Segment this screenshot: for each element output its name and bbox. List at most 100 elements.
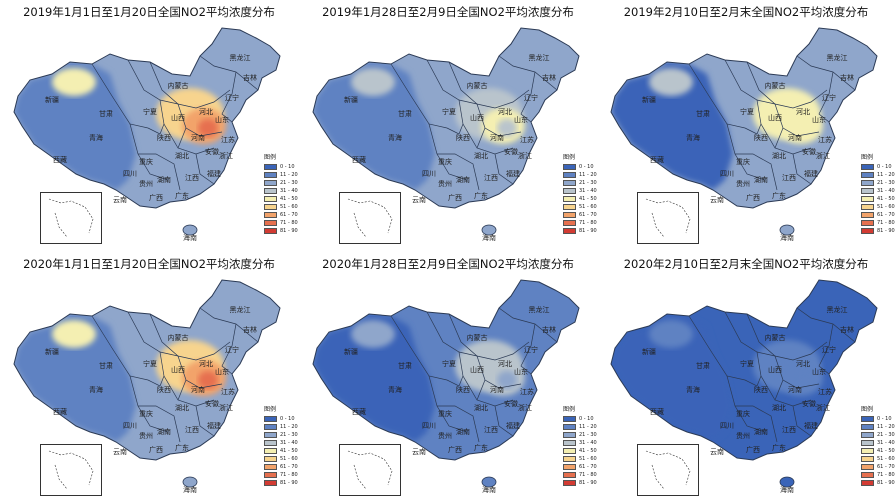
province-label: 山东 [215, 115, 229, 124]
province-label: 山西 [470, 113, 484, 122]
legend-swatch [861, 188, 874, 194]
province-label: 山东 [215, 367, 229, 376]
province-label: 江苏 [818, 135, 832, 144]
legend-entry: 71 - 80 [563, 219, 597, 227]
legend-entry: 71 - 80 [861, 471, 895, 479]
province-label: 福建 [207, 169, 221, 178]
province-label: 海南 [780, 485, 794, 494]
province-label: 宁夏 [740, 107, 754, 116]
province-label: 福建 [804, 421, 818, 430]
province-border [221, 71, 237, 123]
province-label: 广西 [448, 445, 462, 454]
province-label: 湖南 [754, 427, 768, 436]
province-label: 广西 [746, 193, 760, 202]
province-border [476, 355, 522, 389]
south-china-sea-inset [40, 444, 102, 496]
legend-label: 41 - 50 [877, 448, 895, 454]
province-border [494, 405, 514, 437]
province-label: 广东 [772, 191, 786, 200]
province-border [774, 379, 784, 401]
province-label: 西藏 [650, 155, 664, 164]
legend-entry: 51 - 60 [264, 455, 298, 463]
legend-label: 0 - 10 [877, 164, 892, 170]
province-label: 河北 [199, 360, 213, 368]
province-border [426, 59, 478, 105]
province-label: 湖南 [157, 427, 171, 436]
legend-label: 0 - 10 [280, 164, 295, 170]
province-border [195, 405, 215, 437]
legend-entry: 41 - 50 [861, 195, 895, 203]
legend-entry: 41 - 50 [264, 447, 298, 455]
south-china-sea-inset [339, 444, 401, 496]
legend-entry: 81 - 90 [861, 227, 895, 235]
legend-entry: 21 - 30 [861, 431, 895, 439]
province-border [91, 315, 149, 381]
legend-swatch [861, 228, 874, 234]
panel-title: 2020年2月10日至2月末全国NO2平均浓度分布 [623, 257, 869, 271]
legend-entry: 31 - 40 [563, 187, 597, 195]
legend-title: 图例 [563, 406, 576, 413]
province-label: 广西 [149, 445, 163, 454]
province-label: 云南 [113, 195, 127, 204]
province-border [818, 323, 834, 375]
province-label: 福建 [207, 421, 221, 430]
province-label: 福建 [506, 421, 520, 430]
province-label: 四川 [422, 170, 436, 178]
legend-label: 0 - 10 [877, 416, 892, 422]
map-panel-2: 新疆 西藏 青海 甘肃 内蒙古 黑龙江 吉林 辽宁 四川 云南 广西 广东 湖南 江西 湖北 河南 山东 山西 陕西… [299, 0, 597, 252]
province-label: 江西 [185, 426, 199, 434]
legend-entry: 81 - 90 [264, 479, 298, 487]
province-label: 青海 [388, 133, 402, 142]
province-label: 安徽 [504, 399, 518, 408]
province-label: 宁夏 [442, 359, 456, 368]
concentration-hotspot [497, 119, 517, 137]
legend-label: 81 - 90 [579, 480, 597, 486]
province-label: 辽宁 [822, 93, 836, 102]
province-label: 山西 [768, 113, 782, 122]
province-border [688, 315, 746, 381]
province-border [428, 123, 468, 181]
legend-swatch [563, 440, 576, 446]
province-border [476, 103, 522, 137]
province-label: 安徽 [504, 147, 518, 156]
province-label: 陕西 [754, 385, 768, 394]
country-outline [312, 279, 580, 461]
legend-swatch [563, 432, 576, 438]
province-label: 海南 [780, 233, 794, 242]
legend-entry: 0 - 10 [563, 415, 597, 423]
western-region-shade [14, 62, 136, 190]
legend-swatch [264, 188, 277, 194]
legend-label: 61 - 70 [877, 464, 895, 470]
western-region-shade [611, 62, 733, 190]
legend-entry: 21 - 30 [861, 179, 895, 187]
legend-swatch [264, 472, 277, 478]
western-region-shade [611, 314, 733, 442]
province-label: 贵州 [438, 179, 452, 188]
legend-swatch [861, 448, 874, 454]
legend-entry: 71 - 80 [861, 219, 895, 227]
province-border [726, 123, 766, 181]
legend-label: 21 - 30 [877, 432, 895, 438]
legend-swatch [563, 416, 576, 422]
province-label: 辽宁 [822, 345, 836, 354]
legend-swatch [861, 456, 874, 462]
legend-entry: 11 - 20 [563, 171, 597, 179]
legend-entry: 21 - 30 [264, 431, 298, 439]
south-china-sea-inset [339, 192, 401, 244]
province-label: 四川 [123, 422, 137, 430]
province-border [129, 375, 169, 433]
province-border [724, 59, 776, 105]
legend-entry: 41 - 50 [264, 195, 298, 203]
legend-swatch [264, 480, 277, 486]
legend-swatch [264, 204, 277, 210]
legend-swatch [563, 172, 576, 178]
province-label: 四川 [123, 170, 137, 178]
province-label: 重庆 [139, 157, 153, 166]
legend-swatch [861, 220, 874, 226]
province-label: 江西 [782, 174, 796, 182]
province-border [498, 55, 558, 91]
province-label: 湖北 [175, 403, 189, 412]
legend-entry: 81 - 90 [563, 227, 597, 235]
province-border [446, 375, 464, 387]
